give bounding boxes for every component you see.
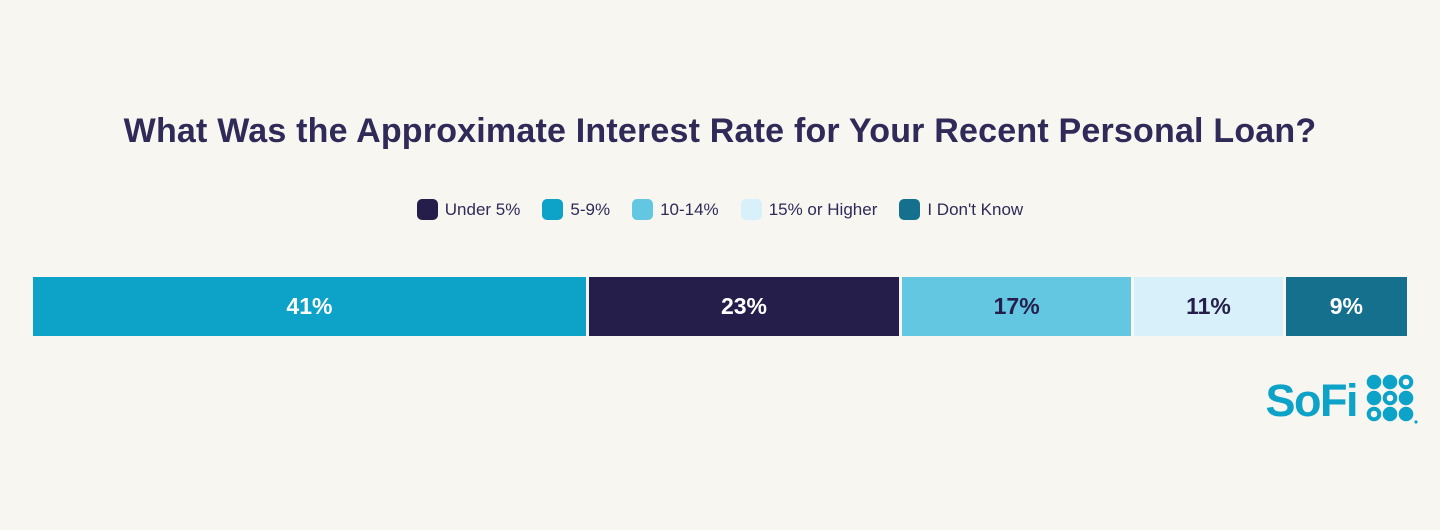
- legend-swatch-icon: [632, 199, 654, 220]
- sofi-wordmark: SoFi: [1265, 374, 1359, 426]
- chart-title: What Was the Approximate Interest Rate f…: [123, 112, 1317, 150]
- bar-segment-value-label: 9%: [1329, 293, 1363, 319]
- bar-segment: 23%: [588, 277, 900, 336]
- legend-label: 5-9%: [570, 199, 611, 219]
- chart-legend: Under 5% 5-9% 10-14% 15% or Higher I Don't K…: [0, 199, 1440, 220]
- sofi-dot-grid-icon: [1366, 374, 1418, 424]
- legend-item: Under 5%: [416, 199, 521, 220]
- legend-label: 15% or Higher: [768, 199, 878, 219]
- legend-swatch-icon: [542, 199, 564, 220]
- stacked-bar: 41% 23% 17% 11% 9%: [33, 277, 1407, 336]
- legend-label: Under 5%: [444, 199, 521, 219]
- bar-segment-value-label: 17%: [993, 293, 1040, 319]
- legend-item: 5-9%: [542, 199, 610, 220]
- bar-segment: 11%: [1134, 277, 1283, 336]
- bar-segment: 17%: [902, 277, 1132, 336]
- trademark-dot: [1414, 420, 1418, 424]
- legend-label: 10-14%: [660, 199, 719, 219]
- legend-item: 10-14%: [632, 199, 719, 220]
- bar-segment-value-label: 23%: [720, 293, 767, 319]
- legend-swatch-icon: [899, 199, 921, 220]
- legend-item: 15% or Higher: [740, 199, 878, 220]
- legend-item: I Don't Know: [899, 199, 1023, 220]
- legend-swatch-icon: [416, 199, 438, 220]
- bar-segment-value-label: 41%: [286, 293, 333, 319]
- bar-segment: 9%: [1285, 277, 1407, 336]
- legend-label: I Don't Know: [927, 199, 1024, 219]
- legend-swatch-icon: [740, 199, 762, 220]
- bar-segment-value-label: 11%: [1186, 293, 1231, 319]
- sofi-logo: SoFi: [1266, 374, 1423, 426]
- bar-segment: 41%: [33, 277, 586, 336]
